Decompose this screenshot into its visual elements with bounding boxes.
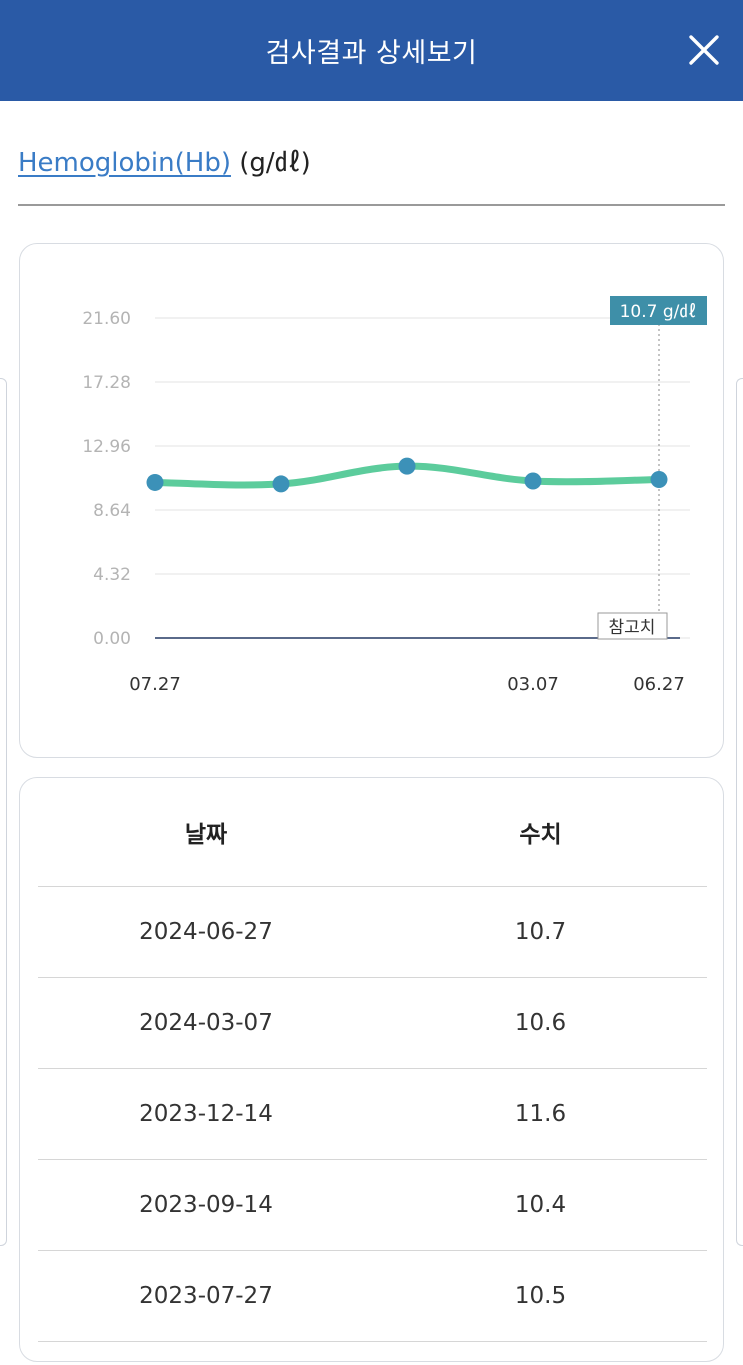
y-tick-label: 12.96: [82, 437, 131, 457]
row-divider: [38, 1250, 707, 1251]
x-tick-label: 07.27: [129, 674, 181, 695]
table-cell-value: 10.5: [514, 1283, 567, 1309]
y-tick-label: 17.28: [82, 373, 131, 393]
chart-card: 0.00 4.32 8.64 12.96 17.28 21.60 07.27 03.07 06.…: [19, 243, 724, 758]
y-tick-label: 8.64: [93, 501, 131, 521]
table-cell-value: 10.4: [514, 1192, 567, 1218]
data-point: [146, 473, 164, 491]
reference-label-box: [597, 612, 668, 640]
page-title: 검사결과 상세보기: [265, 38, 478, 69]
reference-label: 참고치: [609, 618, 656, 638]
row-divider: [38, 1068, 707, 1069]
table-cell-date: 2024-03-07: [139, 1010, 273, 1036]
header-bar: 검사결과 상세보기: [0, 0, 743, 101]
table-cell-value: 10.7: [514, 919, 567, 945]
value-tooltip-box: [610, 296, 707, 325]
y-tick-label: 4.32: [93, 565, 131, 585]
test-name-row: Hemoglobin(Hb) (g/㎗): [18, 142, 311, 179]
line-chart: 0.00 4.32 8.64 12.96 17.28 21.60 07.27 03.07 06.…: [82, 296, 707, 695]
y-tick-label: 21.60: [82, 309, 131, 329]
table-cell-value: 11.6: [514, 1101, 567, 1127]
data-point: [272, 475, 290, 493]
right-panel-edge: [736, 378, 743, 1246]
row-divider: [38, 977, 707, 978]
row-divider: [38, 1159, 707, 1160]
x-tick-label: 06.27: [633, 674, 685, 695]
results-table: 날짜 수치 2024-06-27 10.7 2024-03-07 10.6 20…: [19, 777, 724, 1362]
x-tick-label: 03.07: [507, 674, 559, 695]
table-cell-value: 10.6: [514, 1010, 567, 1036]
table-cell-date: 2023-12-14: [139, 1101, 273, 1127]
table-cell-date: 2023-07-27: [139, 1283, 273, 1309]
table-cell-date: 2023-09-14: [139, 1192, 273, 1218]
left-panel-edge: [0, 378, 7, 1246]
column-header-date: 날짜: [184, 822, 228, 848]
y-tick-label: 0.00: [93, 629, 131, 649]
close-icon[interactable]: [687, 33, 721, 67]
data-point: [650, 470, 668, 488]
data-point: [524, 472, 542, 490]
test-name-link[interactable]: Hemoglobin(Hb): [18, 148, 231, 178]
column-header-value: 수치: [519, 822, 562, 848]
data-point: [398, 457, 416, 475]
table-cell-date: 2024-06-27: [139, 919, 273, 945]
table-header: 날짜 수치: [20, 778, 723, 886]
test-unit: (g/㎗): [239, 148, 311, 178]
row-divider: [38, 886, 707, 887]
value-tooltip: 10.7 g/㎗: [620, 302, 697, 322]
row-divider: [38, 1341, 707, 1342]
divider: [18, 204, 725, 206]
